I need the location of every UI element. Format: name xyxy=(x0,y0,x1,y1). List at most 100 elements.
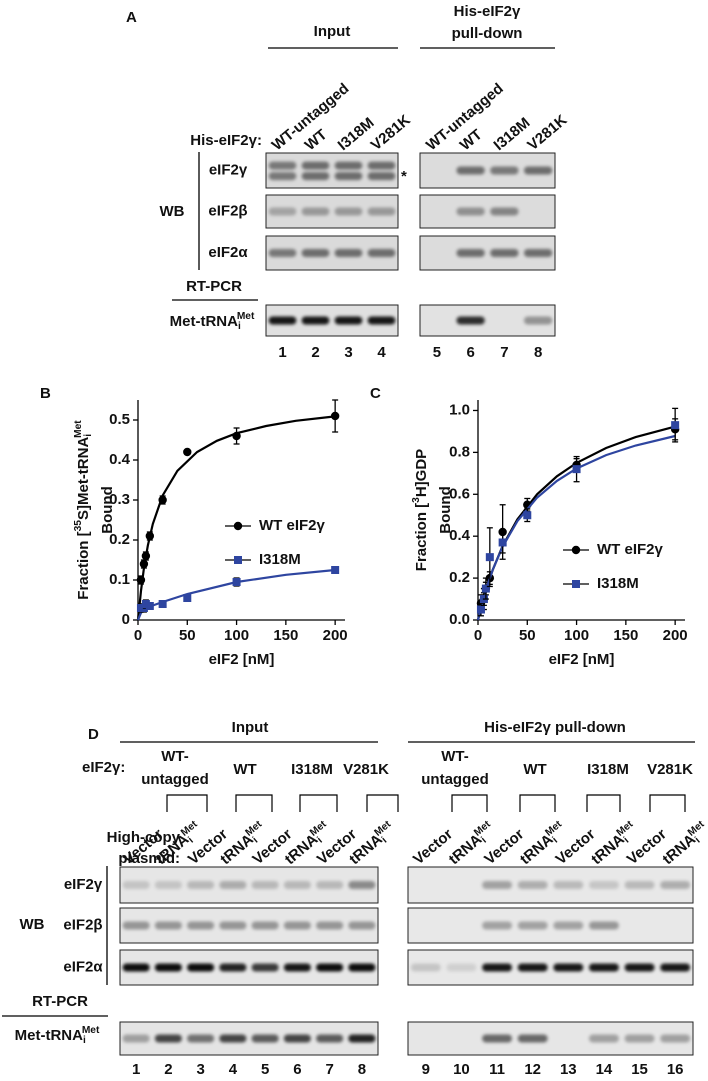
band xyxy=(219,921,247,930)
band xyxy=(268,249,297,257)
y-tick-label: 0.1 xyxy=(109,571,130,588)
band xyxy=(154,1034,182,1043)
band xyxy=(660,881,691,889)
band xyxy=(251,881,279,889)
band xyxy=(301,249,330,257)
x-tick-label: 50 xyxy=(179,627,196,644)
plasmid-label-part: Vector xyxy=(481,826,527,869)
panel-label: A xyxy=(126,9,137,26)
marker xyxy=(183,594,192,602)
band xyxy=(334,316,363,325)
band xyxy=(660,1034,691,1043)
marker xyxy=(232,578,241,586)
x-tick-label: 100 xyxy=(564,627,589,644)
plasmid-label-part: Vector xyxy=(553,826,599,869)
band xyxy=(301,316,330,325)
band xyxy=(283,921,311,930)
band xyxy=(268,207,297,216)
blot xyxy=(419,194,556,229)
marker xyxy=(139,559,149,569)
band xyxy=(523,316,553,325)
band xyxy=(517,921,548,930)
marker xyxy=(498,538,507,547)
rtpcr-row-label-part: Met-tRNA xyxy=(170,313,238,330)
band xyxy=(456,316,485,325)
bracket xyxy=(519,794,556,812)
y-axis-label: Fraction [3H]GDP xyxy=(411,449,430,571)
x-tick-label: 200 xyxy=(323,627,348,644)
marker xyxy=(330,411,340,421)
x-axis-label: eIF2 [nM] xyxy=(209,651,275,668)
lane-number: 3 xyxy=(196,1061,204,1078)
lane-number: 6 xyxy=(466,344,474,361)
wb-row-label: eIF2α xyxy=(63,958,103,975)
y-axis-label-part: i xyxy=(83,434,94,437)
lane-number: 4 xyxy=(377,344,386,361)
bracket xyxy=(451,794,488,812)
bracket xyxy=(235,794,273,812)
lane-label: V281K xyxy=(524,111,570,154)
plasmid-label-part: Vector xyxy=(624,826,670,869)
plasmid-label: Vector xyxy=(410,826,456,869)
x-tick-label: 200 xyxy=(663,627,688,644)
y-axis-label-part: 35 xyxy=(73,520,84,532)
rtpcr-row-label: Met-tRNAiMet xyxy=(170,311,255,332)
band xyxy=(410,963,441,972)
rtpcr-row-label-part: i xyxy=(238,321,241,332)
band xyxy=(251,921,279,930)
plasmid-label: Vector xyxy=(624,826,670,869)
panel-label: C xyxy=(370,385,381,402)
marker xyxy=(481,584,490,593)
group-label: WT- xyxy=(441,748,469,765)
marker xyxy=(572,465,581,474)
band xyxy=(624,1034,655,1043)
lane-number: 14 xyxy=(596,1061,613,1078)
lane-number: 7 xyxy=(325,1061,333,1078)
lane-number: 6 xyxy=(293,1061,301,1078)
band xyxy=(154,881,182,889)
y-tick-label: 0.3 xyxy=(109,491,130,508)
band xyxy=(517,1034,548,1043)
plasmid-label-part: i xyxy=(380,835,389,845)
y-axis-label-part: Fraction [ xyxy=(413,503,430,571)
y-axis-label-part: Fraction [ xyxy=(75,531,92,599)
wb-row-label: eIF2β xyxy=(63,916,102,933)
y-tick-label: 0.2 xyxy=(449,569,470,586)
band xyxy=(456,166,485,175)
band xyxy=(482,963,513,972)
band xyxy=(334,161,363,170)
band xyxy=(316,881,344,889)
blot xyxy=(265,152,399,189)
legend-label: WT eIF2γ xyxy=(259,517,326,534)
plasmid-label-part: Vector xyxy=(410,826,456,869)
group-label: WT xyxy=(523,761,546,778)
lane-number: 12 xyxy=(524,1061,541,1078)
marker xyxy=(671,421,680,430)
legend-marker xyxy=(572,580,580,588)
plasmid-label-part: i xyxy=(251,835,260,845)
y-axis-label-part: S]Met-tRNA xyxy=(75,437,92,520)
x-tick-label: 0 xyxy=(474,627,482,644)
band xyxy=(316,921,344,930)
band xyxy=(301,172,330,181)
legend-label: I318M xyxy=(259,551,301,568)
band xyxy=(456,207,485,216)
group-header: His-eIF2γ pull-down xyxy=(484,719,626,736)
band xyxy=(122,881,150,889)
marker xyxy=(485,553,494,562)
band xyxy=(588,963,619,972)
band xyxy=(624,963,655,972)
band xyxy=(553,921,584,930)
band xyxy=(316,963,344,972)
group-label: V281K xyxy=(343,761,389,778)
band xyxy=(553,881,584,889)
band xyxy=(154,921,182,930)
x-axis-label: eIF2 [nM] xyxy=(549,651,615,668)
plasmid-label-part: i xyxy=(551,835,560,845)
bracket xyxy=(649,794,686,812)
y-tick-label: 0.5 xyxy=(109,411,130,428)
y-axis-label-part: 3 xyxy=(411,497,422,503)
x-tick-label: 150 xyxy=(273,627,298,644)
band xyxy=(301,207,330,216)
lane-number: 2 xyxy=(164,1061,172,1078)
